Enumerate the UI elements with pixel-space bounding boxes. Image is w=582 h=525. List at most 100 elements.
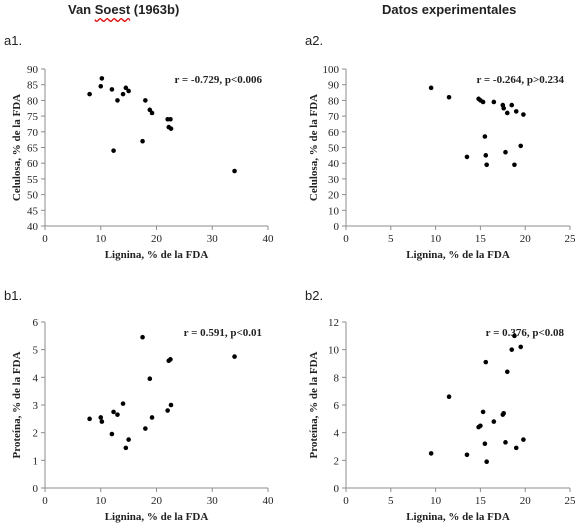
data-point xyxy=(491,99,497,105)
x-axis-label: Lignina, % de la FDA xyxy=(105,511,209,523)
x-axis-label: Lignina, % de la FDA xyxy=(406,249,510,261)
x-tick-label: 10 xyxy=(430,495,442,507)
data-point xyxy=(120,401,126,406)
data-point xyxy=(165,408,170,413)
x-tick-label: 5 xyxy=(388,233,394,245)
x-tick-label: 0 xyxy=(42,495,48,507)
data-point xyxy=(512,162,517,168)
data-point xyxy=(111,148,116,153)
data-point xyxy=(484,459,489,465)
x-tick-label: 10 xyxy=(95,495,107,507)
data-point xyxy=(87,91,92,97)
y-tick-label: 40 xyxy=(27,221,39,233)
y-tick-label: 20 xyxy=(328,190,340,202)
y-tick-label: 12 xyxy=(328,317,339,329)
right-column-title: Datos experimentales xyxy=(382,2,517,17)
y-tick-label: 4 xyxy=(33,372,39,384)
y-tick-label: 45 xyxy=(27,205,39,217)
y-tick-label: 90 xyxy=(27,64,39,76)
data-point xyxy=(140,138,145,144)
data-point xyxy=(99,419,105,424)
data-point xyxy=(143,98,148,103)
data-point xyxy=(87,416,92,422)
data-point xyxy=(491,419,497,424)
data-point xyxy=(484,162,489,168)
panel-label-b1: b1. xyxy=(4,288,23,303)
data-point xyxy=(513,445,519,451)
x-tick-label: 0 xyxy=(343,495,349,507)
data-point xyxy=(518,143,524,149)
y-axis-label: Proteína, % de la FDA xyxy=(11,351,23,458)
y-tick-label: 80 xyxy=(27,95,39,107)
correlation-annotation: r = -0.729, p<0.006 xyxy=(174,74,262,86)
correlation-annotation: r = -0.264, p>0.234 xyxy=(476,74,564,86)
y-tick-label: 90 xyxy=(328,80,340,92)
x-tick-label: 15 xyxy=(475,495,487,507)
data-point xyxy=(501,105,506,111)
y-axis-label: Celulosa, % de la FDA xyxy=(11,94,23,201)
x-tick-label: 25 xyxy=(565,233,577,245)
data-point xyxy=(111,409,116,415)
data-point xyxy=(98,415,104,420)
y-tick-label: 75 xyxy=(27,111,39,123)
data-point xyxy=(168,126,174,131)
data-point xyxy=(483,359,489,365)
y-tick-label: 5 xyxy=(33,345,39,357)
y-tick-label: 0 xyxy=(334,483,340,495)
x-tick-label: 15 xyxy=(475,233,487,245)
data-point xyxy=(123,85,129,91)
data-point xyxy=(478,423,483,429)
y-tick-label: 4 xyxy=(334,428,340,440)
y-tick-label: 1 xyxy=(33,455,39,467)
y-tick-label: 60 xyxy=(328,127,340,139)
data-point xyxy=(480,99,486,105)
data-point xyxy=(501,411,506,416)
data-point xyxy=(109,431,115,437)
data-point xyxy=(99,76,105,81)
correlation-annotation: r = 0.376, p<0.08 xyxy=(486,327,565,339)
y-tick-label: 0 xyxy=(33,483,39,495)
x-tick-label: 5 xyxy=(388,495,394,507)
y-tick-label: 65 xyxy=(27,143,39,155)
data-point xyxy=(504,110,510,116)
left-title-flagged-word: Soest xyxy=(94,2,131,17)
data-point xyxy=(503,149,508,155)
data-point xyxy=(126,88,131,94)
panel-label-a1: a1. xyxy=(4,33,23,48)
panel-label-b2: b2. xyxy=(305,288,324,303)
data-point xyxy=(115,98,120,103)
data-point xyxy=(109,87,115,92)
x-tick-label: 30 xyxy=(207,233,219,245)
data-point xyxy=(521,437,526,442)
y-axis-label: Celulosa, % de la FDA xyxy=(308,94,320,201)
data-point xyxy=(120,91,126,97)
y-tick-label: 10 xyxy=(328,345,340,357)
data-point xyxy=(98,83,104,89)
y-tick-label: 0 xyxy=(334,221,340,233)
correlation-annotation: r = 0.591, p<0.01 xyxy=(184,327,262,339)
y-tick-label: 3 xyxy=(33,400,39,412)
data-point xyxy=(509,347,515,352)
x-tick-label: 10 xyxy=(95,233,107,245)
data-point xyxy=(143,426,148,431)
data-point xyxy=(464,154,470,160)
y-tick-label: 30 xyxy=(328,174,340,186)
y-tick-label: 40 xyxy=(328,158,340,170)
x-tick-label: 20 xyxy=(151,495,163,507)
data-point xyxy=(126,437,131,442)
data-point xyxy=(428,451,434,456)
data-point xyxy=(168,402,174,408)
left-title-prefix: Van xyxy=(68,2,95,17)
data-point xyxy=(232,354,237,359)
x-tick-label: 30 xyxy=(207,495,219,507)
data-point xyxy=(512,333,517,339)
data-point xyxy=(482,134,488,139)
data-point xyxy=(428,85,434,91)
x-tick-label: 20 xyxy=(520,233,532,245)
y-tick-label: 10 xyxy=(328,205,340,217)
data-point xyxy=(464,452,470,458)
x-tick-label: 20 xyxy=(151,233,163,245)
left-title-suffix: (1963b) xyxy=(130,2,180,17)
